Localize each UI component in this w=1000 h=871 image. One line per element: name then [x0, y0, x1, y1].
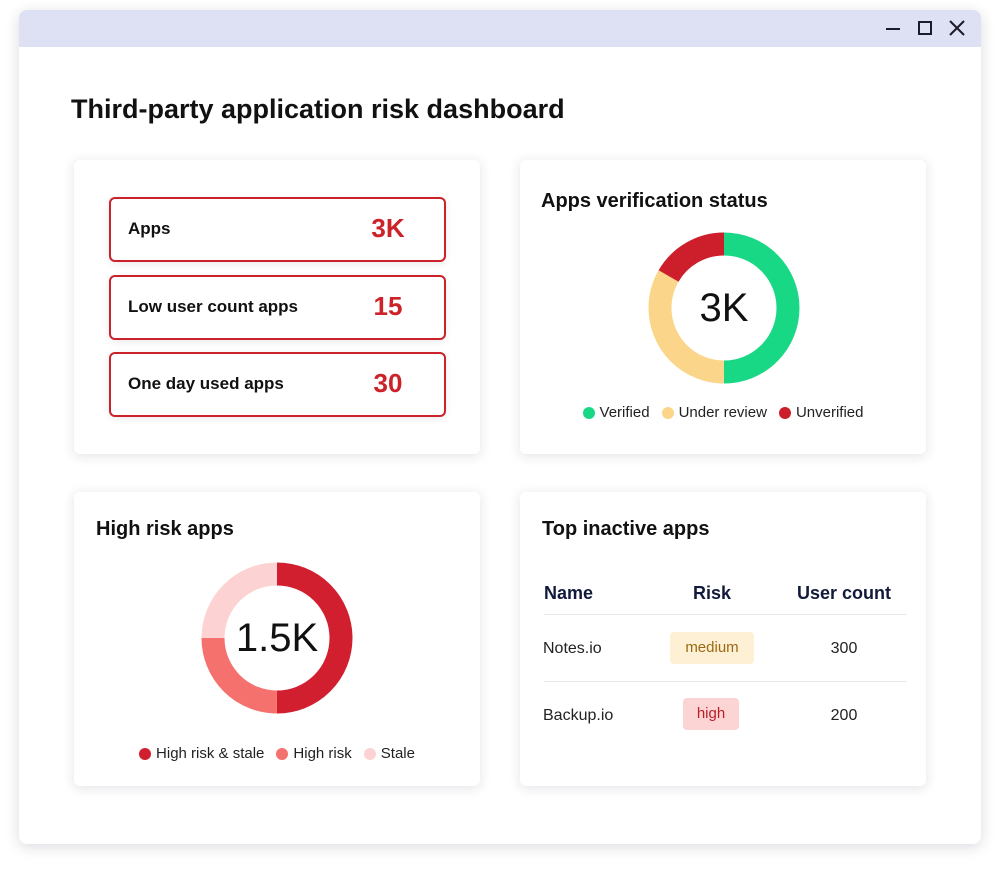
- unverified-dot-icon: [778, 406, 791, 419]
- high-risk-dot-icon: [276, 747, 289, 760]
- legend-label: Verified: [599, 404, 650, 421]
- legend-item-under-review: Under review: [661, 404, 767, 421]
- under-review-dot-icon: [661, 406, 674, 419]
- donut-segment-high-risk[interactable]: [201, 562, 353, 714]
- stat-low-user-count-apps[interactable]: Low user count apps 15: [109, 275, 446, 340]
- high-risk-title: High risk apps: [96, 518, 234, 540]
- page-title: Third-party application risk dashboard: [71, 94, 565, 124]
- stat-value: 3K: [371, 213, 405, 243]
- high-risk-stale-dot-icon: [139, 747, 152, 760]
- legend-item-high-risk: High risk: [276, 745, 352, 762]
- donut-segment-stale[interactable]: [201, 562, 353, 714]
- donut-segment-unverified[interactable]: [648, 232, 800, 384]
- high-risk-total: 1.5K: [235, 615, 319, 660]
- minimize-icon[interactable]: [880, 16, 906, 42]
- verification-title: Apps verification status: [541, 190, 768, 212]
- title-bar: [19, 10, 981, 47]
- maximize-icon[interactable]: [912, 16, 938, 42]
- risk-badge: medium: [670, 632, 754, 664]
- verification-total: 3K: [699, 285, 749, 330]
- stat-label: Apps: [128, 219, 171, 238]
- verification-card: Apps verification status 3K Verified Und…: [520, 160, 926, 454]
- close-icon[interactable]: [944, 16, 970, 42]
- stats-card: Apps 3K Low user count apps 15 One day u…: [74, 160, 480, 454]
- inactive-apps-card: Top inactive apps Name Risk User count N…: [520, 492, 926, 786]
- verification-legend: Verified Under review Unverified: [520, 404, 926, 421]
- app-name: Notes.io: [543, 640, 602, 657]
- stat-value: 15: [373, 291, 403, 321]
- user-count: 300: [830, 640, 858, 657]
- high-risk-donut[interactable]: 1.5K: [201, 562, 353, 714]
- column-header-user-count[interactable]: User count: [796, 583, 892, 603]
- legend-label: Under review: [678, 404, 767, 421]
- legend-label: Stale: [380, 745, 415, 762]
- legend-label: Unverified: [795, 404, 864, 421]
- stat-label: One day used apps: [128, 374, 284, 393]
- verification-donut-chart: [648, 232, 800, 384]
- donut-segment-under-review[interactable]: [648, 232, 800, 384]
- column-header-name[interactable]: Name: [544, 583, 594, 603]
- table-divider: [544, 681, 906, 682]
- legend-label: High risk & stale: [156, 745, 265, 762]
- legend-label: High risk: [293, 745, 352, 762]
- legend-item-verified: Verified: [582, 404, 650, 421]
- column-header-risk[interactable]: Risk: [692, 583, 732, 603]
- legend-item-high-risk-stale: High risk & stale: [139, 745, 264, 762]
- stat-value: 30: [373, 368, 403, 398]
- high-risk-card: High risk apps 1.5K High risk & stale Hi…: [74, 492, 480, 786]
- stat-apps[interactable]: Apps 3K: [109, 197, 446, 262]
- verification-donut[interactable]: 3K: [648, 232, 800, 384]
- high-risk-legend: High risk & stale High risk Stale: [74, 745, 480, 762]
- stat-one-day-used-apps[interactable]: One day used apps 30: [109, 352, 446, 417]
- high-risk-donut-chart: [201, 562, 353, 714]
- table-divider: [544, 614, 906, 615]
- legend-item-unverified: Unverified: [778, 404, 864, 421]
- legend-item-stale: Stale: [363, 745, 415, 762]
- inactive-apps-title: Top inactive apps: [542, 518, 710, 540]
- app-window: Third-party application risk dashboard A…: [19, 10, 981, 844]
- stale-dot-icon: [363, 747, 376, 760]
- app-name: Backup.io: [543, 707, 614, 724]
- verified-dot-icon: [582, 406, 595, 419]
- stat-label: Low user count apps: [128, 297, 299, 316]
- risk-badge: high: [683, 698, 739, 730]
- user-count: 200: [830, 707, 858, 724]
